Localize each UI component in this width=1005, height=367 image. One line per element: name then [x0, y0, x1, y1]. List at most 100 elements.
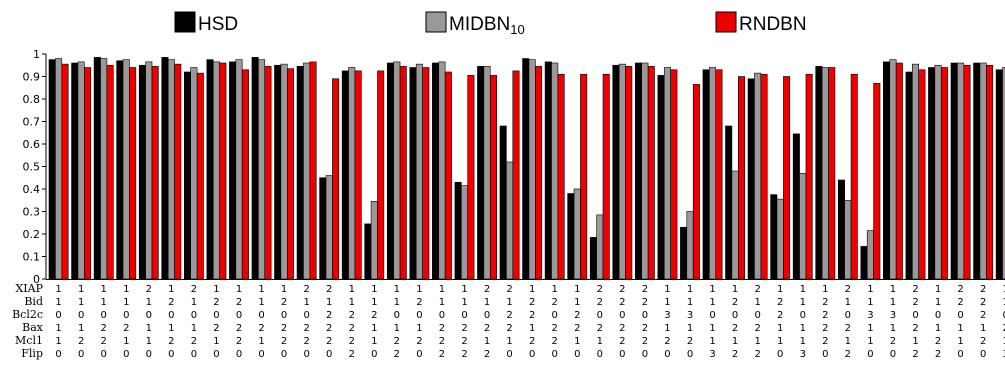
config-cell: 2 — [394, 349, 400, 360]
config-cell: 1 — [957, 323, 963, 334]
row-label-flip: Flip — [21, 347, 43, 360]
config-cell: 1 — [777, 284, 783, 295]
bar-rndbn — [760, 73, 768, 280]
config-cell: 1 — [664, 297, 670, 308]
config-cell: 2 — [642, 336, 648, 347]
config-cell: 2 — [732, 323, 738, 334]
bar-midbn — [776, 198, 784, 280]
config-cell: 2 — [574, 310, 580, 321]
config-cell: 1 — [890, 284, 896, 295]
bar-hsd — [477, 66, 485, 280]
config-cell: 2 — [506, 310, 512, 321]
bar-hsd — [184, 71, 192, 280]
config-cell: 0 — [597, 310, 603, 321]
config-cell: 1 — [687, 284, 693, 295]
bar-hsd — [93, 57, 101, 280]
bar-midbn — [212, 61, 220, 280]
y-tick-label: 0.9 — [23, 71, 41, 84]
bar-hsd — [454, 181, 462, 280]
config-cell: 2 — [236, 297, 242, 308]
config-cell: 2 — [213, 297, 219, 308]
config-cell: 2 — [506, 284, 512, 295]
bar-hsd — [296, 66, 304, 280]
config-cell: 1 — [371, 323, 377, 334]
config-cell: 0 — [78, 310, 84, 321]
bar-midbn — [325, 175, 333, 280]
config-cell: 1 — [709, 297, 715, 308]
row-label-bcl2c: Bcl2c — [12, 308, 43, 321]
config-cell: 2 — [303, 284, 309, 295]
config-cell: 0 — [619, 349, 625, 360]
config-cell: 2 — [619, 284, 625, 295]
bar-rndbn — [422, 67, 430, 280]
config-cell: 0 — [552, 310, 558, 321]
config-cell: 2 — [461, 323, 467, 334]
bar-hsd — [883, 61, 891, 280]
bar-rndbn — [557, 73, 565, 280]
config-cell: 3 — [890, 310, 896, 321]
config-cell: 0 — [912, 310, 918, 321]
bar-midbn — [145, 61, 153, 280]
bar-rndbn — [444, 71, 452, 280]
config-cell: 2 — [146, 284, 152, 295]
config-cell: 0 — [1003, 310, 1005, 321]
bar-midbn — [618, 63, 626, 280]
config-cell: 2 — [912, 323, 918, 334]
config-cell: 1 — [394, 297, 400, 308]
legend-swatch-1 — [174, 11, 196, 33]
y-axis: 0 0.1 0.2 0.3 0.4 0.5 0.6 0.7 0.8 0.9 1 — [23, 48, 1005, 286]
y-tick-label: 0.7 — [23, 116, 41, 129]
config-cell: 0 — [123, 349, 129, 360]
config-cell: 2 — [101, 336, 107, 347]
config-cell: 1 — [258, 284, 264, 295]
config-cell: 0 — [461, 310, 467, 321]
config-cell: 2 — [326, 284, 332, 295]
config-cell: 1 — [236, 284, 242, 295]
bar-hsd — [432, 62, 440, 280]
config-cell: 2 — [213, 323, 219, 334]
config-cell: 2 — [597, 297, 603, 308]
config-cell: 2 — [597, 323, 603, 334]
bar-hsd — [386, 62, 394, 280]
legend-swatch-2 — [425, 11, 447, 33]
config-cell: 1 — [55, 323, 61, 334]
config-cell: 2 — [236, 323, 242, 334]
config-cell: 1 — [800, 297, 806, 308]
config-cell: 1 — [394, 323, 400, 334]
config-cell: 2 — [957, 297, 963, 308]
config-cell: 0 — [664, 349, 670, 360]
y-tick-label: 0.5 — [23, 161, 41, 174]
bar-midbn — [663, 67, 671, 280]
bar-midbn — [393, 61, 401, 280]
config-cell: 2 — [980, 310, 986, 321]
bar-hsd — [928, 67, 936, 280]
config-cell: 1 — [957, 336, 963, 347]
config-cell: 2 — [845, 323, 851, 334]
bar-rndbn — [850, 73, 858, 280]
config-cell: 0 — [146, 310, 152, 321]
config-cell: 1 — [168, 323, 174, 334]
config-cell: 1 — [574, 284, 580, 295]
config-cell: 1 — [461, 297, 467, 308]
bar-rndbn — [61, 63, 69, 280]
config-cell: 2 — [957, 284, 963, 295]
bar-midbn — [551, 62, 559, 280]
bar-hsd — [409, 67, 417, 280]
config-cell: 2 — [326, 310, 332, 321]
config-cell: 2 — [845, 284, 851, 295]
bar-hsd — [251, 57, 259, 280]
config-cell: 0 — [326, 349, 332, 360]
config-cell: 1 — [732, 284, 738, 295]
bar-rndbn — [625, 66, 633, 280]
config-cell: 1 — [1003, 336, 1005, 347]
config-cell: 2 — [597, 284, 603, 295]
bar-midbn — [483, 66, 491, 280]
config-cell: 2 — [349, 336, 355, 347]
config-cell: 2 — [258, 323, 264, 334]
config-cell: 1 — [101, 297, 107, 308]
bar-midbn — [957, 62, 965, 280]
config-cell: 0 — [55, 349, 61, 360]
config-cell: 2 — [484, 323, 490, 334]
config-cell: 1 — [664, 323, 670, 334]
bar-rndbn — [489, 75, 497, 280]
